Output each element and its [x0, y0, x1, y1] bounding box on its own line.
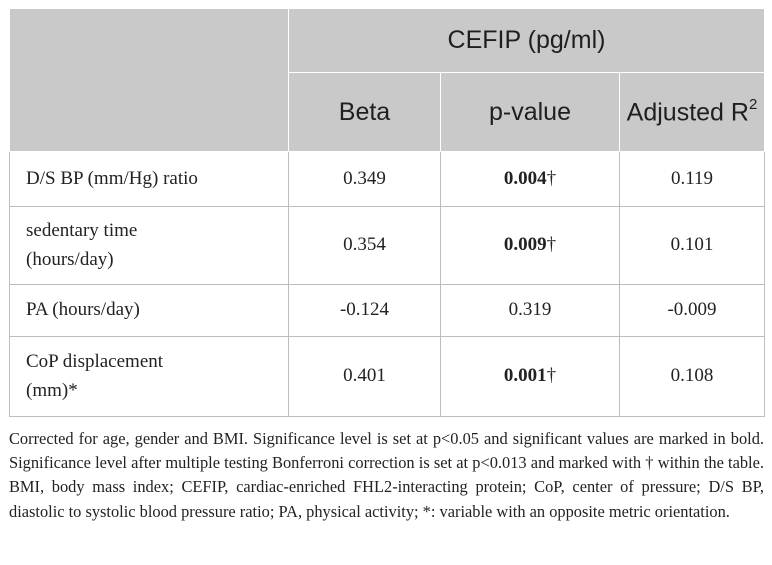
beta-value: 0.401: [288, 336, 441, 417]
row-label: sedentary time (hours/day): [9, 206, 289, 285]
results-table: CEFIP (pg/ml) Beta p-value Adjusted R2 D…: [9, 8, 765, 417]
beta-value: -0.124: [288, 284, 441, 337]
squared-superscript: 2: [748, 95, 758, 113]
p-value-number: 0.009: [503, 234, 547, 256]
row-label-line: CoP displacement: [26, 351, 164, 372]
table-row: CoP displacement (mm)* 0.401 0.001† 0.108: [9, 336, 765, 417]
adjusted-r2-value: 0.108: [619, 336, 765, 417]
table-row: D/S BP (mm/Hg) ratio 0.349 0.004† 0.119: [9, 151, 765, 207]
p-value-number: 0.001: [503, 365, 547, 387]
beta-value: 0.354: [288, 206, 441, 285]
group-header-row: CEFIP (pg/ml): [9, 8, 765, 152]
table-footnote: Corrected for age, gender and BMI. Signi…: [9, 429, 764, 521]
adjusted-r2-value: 0.101: [619, 206, 765, 285]
row-label-line: sedentary time: [26, 220, 138, 241]
bonferroni-dagger: †: [546, 234, 557, 256]
bonferroni-dagger: †: [546, 167, 557, 189]
row-label: D/S BP (mm/Hg) ratio: [9, 151, 289, 207]
p-value: 0.004†: [440, 151, 620, 207]
row-label: PA (hours/day): [9, 284, 289, 337]
beta-value: 0.349: [288, 151, 441, 207]
p-value: 0.009†: [440, 206, 620, 285]
corner-cell: [9, 8, 289, 152]
row-label-line: (hours/day): [26, 248, 114, 270]
column-header-row: Beta p-value Adjusted R2: [10, 72, 765, 152]
bonferroni-dagger: †: [546, 365, 557, 387]
row-label: CoP displacement (mm)*: [9, 336, 289, 417]
adjusted-r-text: Adjusted R: [626, 98, 749, 127]
group-header: CEFIP (pg/ml): [288, 8, 765, 73]
adjusted-r2-value: -0.009: [619, 284, 765, 337]
p-value: 0.319: [440, 284, 620, 337]
col-header-beta: Beta: [288, 72, 441, 152]
row-label-line: (mm)*: [26, 379, 78, 401]
col-header-p-value: p-value: [440, 72, 620, 152]
adjusted-r2-value: 0.119: [619, 151, 765, 207]
table-row: sedentary time (hours/day) 0.354 0.009† 0…: [9, 206, 765, 285]
p-value: 0.001†: [440, 336, 620, 417]
table-row: PA (hours/day) -0.124 0.319 -0.009: [9, 284, 765, 337]
col-header-adjusted-r2: Adjusted R2: [619, 72, 765, 152]
p-value-number: 0.004: [503, 167, 547, 189]
